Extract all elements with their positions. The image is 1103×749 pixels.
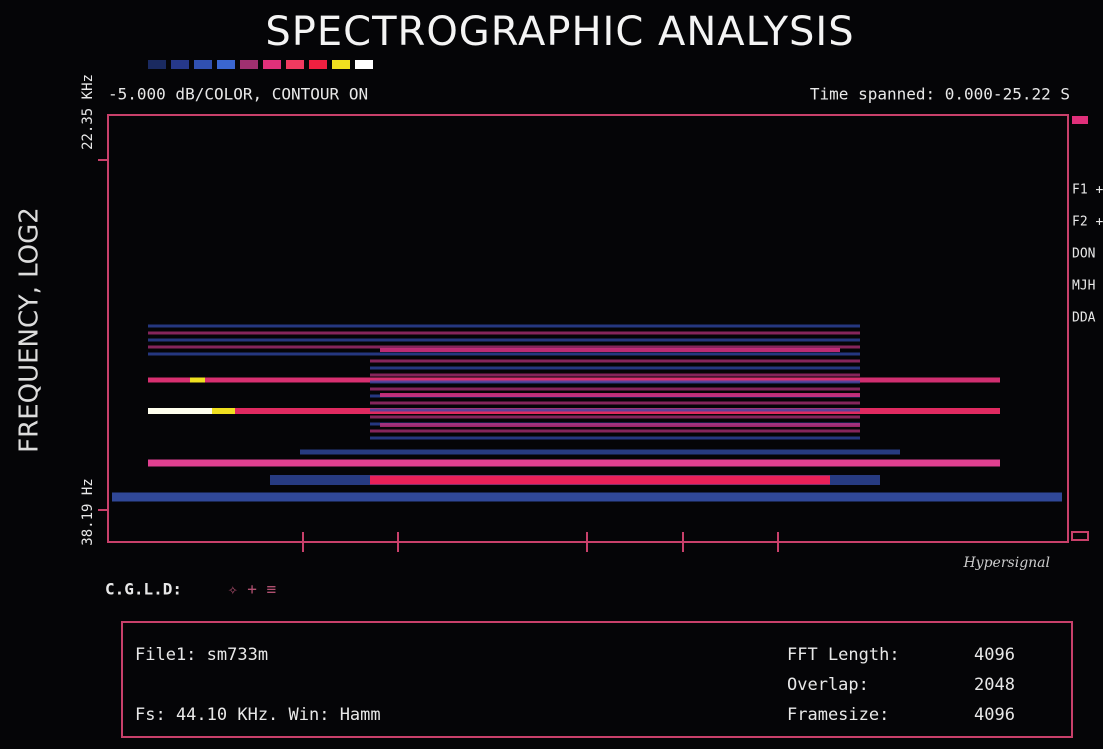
scroll-marker (1071, 531, 1089, 541)
spectrogram (112, 324, 1062, 502)
sample-rate: Fs: 44.10 KHz. Win: Hamm (135, 705, 381, 725)
top-freq: 22.35 KHz (80, 74, 96, 150)
param-value: 4096 (974, 645, 1015, 665)
legend-swatch (240, 60, 258, 69)
band (190, 377, 205, 383)
legend-swatch (263, 60, 281, 69)
scroll-marker (1072, 116, 1088, 124)
band (370, 366, 860, 370)
band (148, 408, 212, 414)
info-box (121, 621, 1073, 738)
param-value: 4096 (974, 705, 1015, 725)
band (112, 492, 1062, 502)
band (370, 415, 860, 419)
band (370, 380, 860, 384)
color-legend (148, 60, 373, 69)
band (370, 387, 860, 391)
title: SPECTROGRAPHIC ANALYSIS (265, 9, 854, 55)
legend-swatch (355, 60, 373, 69)
band (380, 423, 860, 427)
band (148, 459, 1000, 467)
time-ticks (108, 532, 1068, 552)
band (212, 408, 235, 414)
band (370, 359, 860, 363)
band (148, 324, 860, 328)
legend-swatch (194, 60, 212, 69)
cursor-icons: ✧ + ≡ (228, 580, 276, 599)
menu-item[interactable]: DON (1072, 247, 1095, 262)
fft-params: FFT Length: 4096 Overlap: 2048 Framesize: 409… (787, 645, 1015, 725)
time-spanned: Time spanned: 0.000-25.22 S (810, 85, 1070, 104)
cursor-label: C.G.L.D: (105, 580, 182, 599)
band (300, 449, 900, 455)
band (148, 345, 860, 349)
band (148, 352, 860, 356)
menu-item[interactable]: MJH (1072, 279, 1095, 294)
band (380, 348, 840, 352)
legend-swatch (217, 60, 235, 69)
scale-note: -5.000 dB/COLOR, CONTOUR ON (108, 85, 368, 104)
legend-swatch (171, 60, 189, 69)
band (370, 408, 860, 412)
band (380, 393, 860, 397)
band (370, 429, 860, 433)
menu-item[interactable]: F2 + (1072, 215, 1103, 230)
side-menu: F1 + F2 + DON MJH DDA (1072, 183, 1103, 326)
band (860, 378, 1000, 382)
param-value: 2048 (974, 675, 1015, 695)
file-name: File1: sm733m (135, 645, 268, 665)
band (370, 475, 830, 485)
bottom-freq: 38.19 Hz (80, 478, 96, 545)
menu-item[interactable]: F1 + (1072, 183, 1103, 198)
param-name: FFT Length: (787, 645, 900, 665)
param-name: Framesize: (787, 705, 889, 725)
legend-swatch (286, 60, 304, 69)
menu-item[interactable]: DDA (1072, 311, 1096, 326)
band (148, 331, 860, 335)
band (148, 377, 1000, 383)
legend-swatch (148, 60, 166, 69)
brand: Hypersignal (962, 555, 1050, 571)
band (370, 436, 860, 440)
param-name: Overlap: (787, 675, 869, 695)
band (148, 338, 860, 342)
band (370, 373, 860, 377)
axis-label: FREQUENCY, LOG2 (15, 207, 45, 453)
legend-swatch (309, 60, 327, 69)
band (370, 401, 860, 405)
legend-swatch (332, 60, 350, 69)
